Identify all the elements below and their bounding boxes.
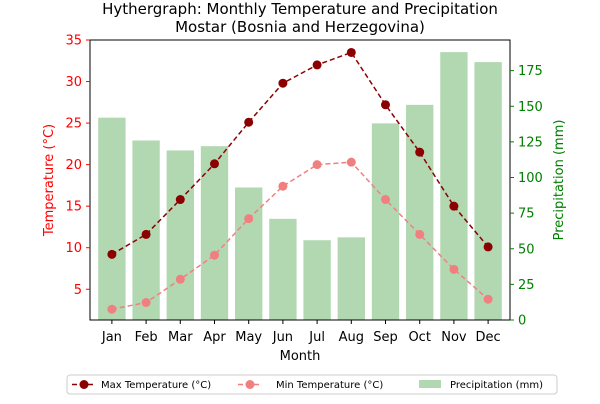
legend-label-precipitation: Precipitation (mm): [450, 380, 543, 391]
min-temp-point-feb: [141, 298, 151, 308]
max-temp-point-jan: [107, 249, 117, 259]
min-temp-point-mar: [175, 274, 185, 284]
x-tick-label-may: May: [235, 330, 262, 345]
precipitation-bar-may: [235, 187, 263, 320]
min-temp-point-may: [244, 214, 254, 224]
x-tick-label-jul: Jul: [308, 330, 325, 345]
precipitation-bar-jun: [269, 218, 297, 320]
y-axis-label-left: Temperature (°C): [42, 124, 57, 237]
temperature-lines: [107, 47, 493, 314]
precipitation-bar-jan: [98, 117, 126, 321]
x-tick-label-mar: Mar: [168, 330, 193, 345]
min-temp-point-nov: [449, 264, 459, 274]
precipitation-bar-sep: [371, 123, 400, 320]
min-temp-point-jul: [312, 160, 322, 170]
max-temp-point-jul: [312, 60, 322, 70]
min-temp-point-aug: [346, 157, 356, 167]
axes: Jan Feb Mar Apr May Jun Jul Aug Sep Oct Nov Dec 5 10 1…: [65, 34, 542, 346]
max-temp-point-jun: [278, 78, 288, 88]
x-tick-label-feb: Feb: [135, 330, 158, 345]
max-temp-point-aug: [346, 47, 356, 57]
right-tick-label-0: 0: [518, 314, 526, 329]
legend-swatch-precipitation: [419, 380, 441, 388]
x-tick-label-apr: Apr: [203, 330, 226, 345]
max-temp-point-dec: [483, 242, 493, 252]
precipitation-bar-jul: [303, 240, 331, 320]
left-tick-label-10: 10: [65, 241, 82, 256]
precipitation-bar-aug: [337, 237, 365, 320]
x-tick-label-dec: Dec: [476, 330, 501, 345]
legend-label-min-temp: Min Temperature (°C): [276, 380, 383, 391]
legend-marker-min-temp: [245, 380, 255, 389]
plot-frame: [89, 39, 511, 321]
min-temp-point-sep: [381, 195, 391, 205]
legend-frame: [66, 374, 558, 395]
left-tick-label-25: 25: [65, 117, 82, 132]
y-axis-label-right: Precipitation (mm): [552, 120, 567, 241]
right-tick-label-125: 125: [518, 135, 543, 150]
legend-label-max-temp: Max Temperature (°C): [101, 380, 211, 391]
x-tick-label-aug: Aug: [339, 330, 364, 345]
x-tick-label-jan: Jan: [101, 330, 122, 345]
max-temp-point-mar: [175, 195, 185, 205]
max-temp-point-sep: [381, 100, 391, 110]
legend: Max Temperature (°C) Min Temperature (°C…: [66, 374, 558, 395]
precipitation-bar-mar: [166, 150, 194, 320]
min-temp-point-dec: [483, 294, 493, 304]
x-tick-label-oct: Oct: [408, 330, 430, 345]
left-tick-label-5: 5: [74, 283, 82, 298]
min-temp-point-oct: [415, 229, 425, 239]
legend-item-min-temp: Min Temperature (°C): [238, 380, 383, 391]
x-tick-label-nov: Nov: [441, 330, 467, 345]
right-tick-label-175: 175: [518, 64, 543, 79]
legend-marker-max-temp: [79, 380, 89, 389]
right-tick-label-25: 25: [518, 278, 535, 293]
max-temp-point-apr: [209, 159, 219, 169]
x-tick-label-sep: Sep: [373, 330, 398, 345]
left-tick-label-20: 20: [65, 158, 82, 173]
chart-subtitle: Mostar (Bosnia and Herzegovina): [175, 18, 425, 36]
x-tick-label-jun: Jun: [272, 330, 293, 345]
right-tick-label-50: 50: [518, 242, 535, 257]
precipitation-bar-apr: [200, 146, 229, 320]
min-temp-point-jun: [278, 181, 288, 191]
max-temp-point-oct: [415, 147, 425, 157]
max-temp-point-feb: [141, 229, 151, 239]
max-temp-point-nov: [449, 201, 459, 211]
precipitation-bars: [98, 52, 502, 321]
right-tick-label-100: 100: [518, 171, 543, 186]
precipitation-bar-oct: [406, 104, 434, 321]
left-tick-label-35: 35: [65, 34, 82, 49]
precipitation-bar-dec: [474, 62, 502, 320]
min-temp-line: [111, 161, 489, 310]
x-axis-label: Month: [280, 349, 321, 364]
legend-item-precipitation: Precipitation (mm): [419, 380, 543, 391]
precipitation-bar-nov: [440, 52, 468, 320]
max-temp-point-may: [244, 117, 254, 127]
max-temp-line: [111, 51, 489, 256]
left-tick-label-30: 30: [65, 75, 82, 90]
right-tick-label-150: 150: [518, 100, 543, 115]
left-tick-label-15: 15: [65, 200, 82, 215]
chart-title: Hythergraph: Monthly Temperature and Pre…: [102, 0, 498, 18]
min-temp-point-apr: [209, 250, 219, 260]
right-tick-label-75: 75: [518, 207, 535, 222]
legend-item-max-temp: Max Temperature (°C): [72, 380, 211, 391]
min-temp-point-jan: [107, 304, 117, 314]
